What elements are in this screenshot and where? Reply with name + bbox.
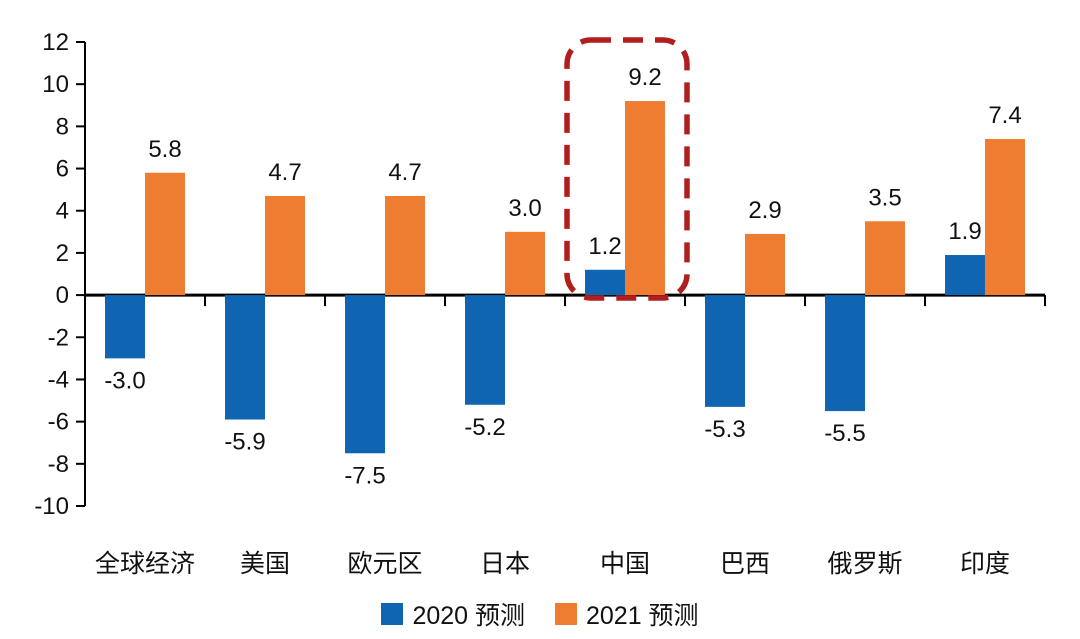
y-tick-label: 2: [56, 240, 69, 267]
value-label: -5.9: [224, 429, 265, 456]
bar-2021预测-中国: [625, 101, 665, 296]
y-tick-label: 0: [56, 282, 69, 309]
value-label: 1.2: [588, 233, 621, 260]
value-label: 4.7: [268, 159, 301, 186]
category-label: 美国: [240, 550, 290, 578]
bar-2020预测-欧元区: [345, 295, 385, 454]
category-label: 全球经济: [95, 550, 195, 578]
value-label: 5.8: [148, 136, 181, 163]
y-tick-label: 10: [42, 71, 69, 98]
category-label: 巴西: [720, 550, 770, 578]
value-label: -7.5: [344, 462, 385, 489]
value-label: -5.5: [824, 420, 865, 447]
value-label: -5.3: [704, 416, 745, 443]
value-label: 9.2: [628, 64, 661, 91]
bar-2021预测-欧元区: [385, 195, 425, 296]
value-label: 2.9: [748, 197, 781, 224]
value-label: 4.7: [388, 159, 421, 186]
legend-swatch-2021: [555, 603, 577, 625]
category-label: 欧元区: [347, 550, 422, 578]
bar-2020预测-印度: [945, 255, 985, 296]
bar-2021预测-全球经济: [145, 172, 185, 296]
highlight-dashed-box: [564, 37, 690, 301]
legend-label-2021: 2021 预测: [586, 602, 699, 630]
category-label: 日本: [480, 550, 530, 578]
bar-2020预测-中国: [585, 269, 625, 296]
y-tick-label: 4: [56, 198, 69, 225]
bar-2020预测-日本: [465, 295, 505, 405]
y-tick-label: -8: [48, 451, 69, 478]
value-label: -3.0: [104, 367, 145, 394]
value-label: 1.9: [948, 218, 981, 245]
y-tick-label: -10: [34, 493, 69, 520]
category-label: 俄罗斯: [827, 550, 902, 578]
y-tick-label: 8: [56, 113, 69, 140]
legend-item-2020: 2020 预测: [381, 596, 525, 632]
legend-item-2021: 2021 预测: [555, 596, 699, 632]
y-tick-label: 12: [42, 29, 69, 56]
bar-2021预测-俄罗斯: [865, 221, 905, 296]
value-label: -5.2: [464, 414, 505, 441]
bar-2020预测-巴西: [705, 295, 745, 407]
category-label: 印度: [960, 550, 1010, 578]
value-label: 7.4: [988, 102, 1021, 129]
y-tick-label: 6: [56, 156, 69, 183]
y-tick-label: -4: [48, 366, 69, 393]
y-tick-label: -2: [48, 324, 69, 351]
category-label: 中国: [600, 550, 650, 578]
bar-2020预测-美国: [225, 295, 265, 420]
legend: 2020 预测 2021 预测: [0, 596, 1080, 632]
value-label: 3.0: [508, 195, 541, 222]
y-tick-label: -6: [48, 409, 69, 436]
bar-2021预测-巴西: [745, 233, 785, 296]
bar-2021预测-印度: [985, 139, 1025, 296]
bar-2020预测-俄罗斯: [825, 295, 865, 412]
bar-2020预测-全球经济: [105, 295, 145, 359]
bar-2021预测-美国: [265, 195, 305, 296]
bar-2021预测-日本: [505, 231, 545, 296]
value-label: 3.5: [868, 184, 901, 211]
legend-swatch-2020: [381, 603, 404, 625]
legend-label-2020: 2020 预测: [412, 602, 525, 630]
